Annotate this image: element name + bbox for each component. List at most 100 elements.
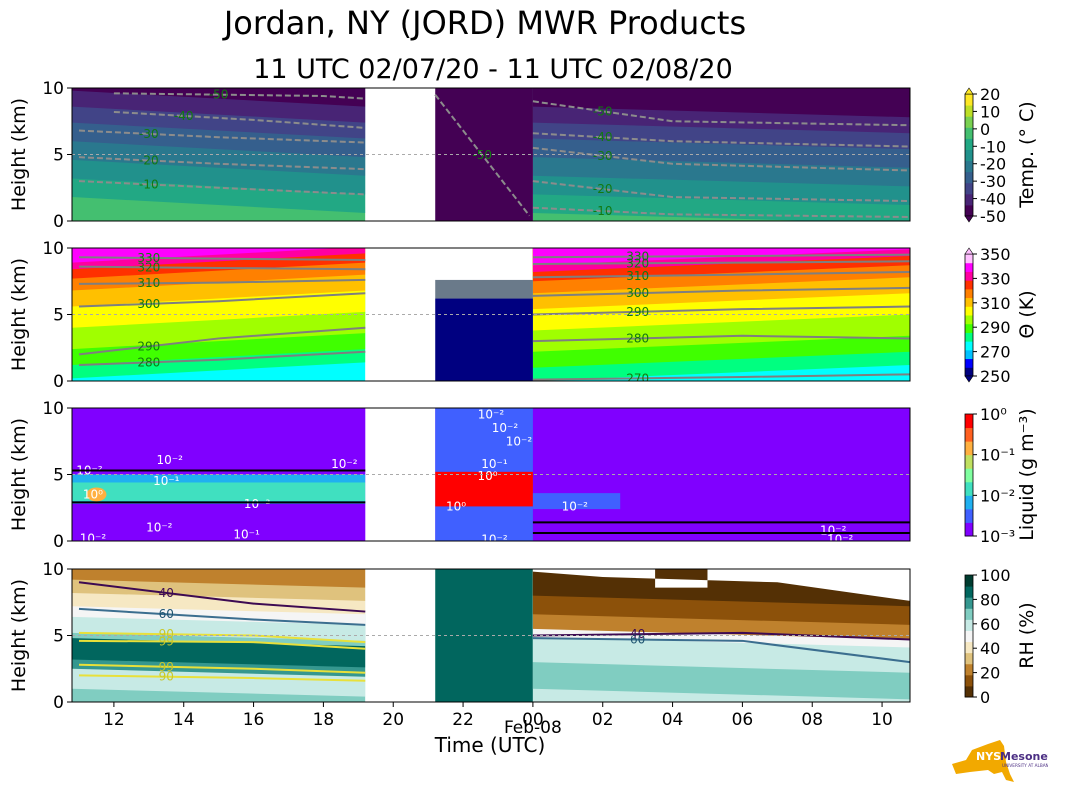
rh-dry-top — [532, 569, 910, 601]
colorbar-tick-label: 100 — [980, 566, 1011, 585]
contour-label: 10⁻² — [80, 531, 107, 545]
colorbar-swatch — [965, 414, 973, 429]
contour-label: 10⁻² — [157, 453, 184, 467]
colorbar-label: Θ (K) — [1016, 290, 1038, 338]
colorbar-swatch — [965, 575, 973, 587]
contour-label: -40 — [174, 109, 194, 123]
y-axis-label: Height (km) — [8, 258, 30, 371]
theta-band — [72, 248, 366, 263]
contour-label: 10⁻² — [146, 521, 173, 535]
data-gap — [365, 408, 436, 541]
y-tick-label: 10 — [42, 79, 64, 99]
temp-band — [532, 88, 910, 118]
colorbar-swatch — [965, 160, 973, 173]
colorbar-swatch — [965, 297, 973, 307]
colorbar-tick-label: 10⁻¹ — [980, 446, 1015, 465]
colorbar-extend — [964, 375, 974, 383]
colorbar-swatch — [965, 685, 973, 698]
contour-line — [78, 180, 366, 196]
contour-label: -50 — [593, 104, 613, 118]
colorbar-swatch — [965, 630, 973, 643]
colorbar-extend — [964, 87, 974, 95]
contour-label: 290 — [137, 339, 160, 353]
logo-nys-text: NYS — [976, 750, 1001, 763]
contour-label: 10⁻² — [331, 457, 358, 471]
colorbar-tick-label: -50 — [980, 207, 1006, 226]
contour-line — [532, 260, 910, 265]
contour-line — [78, 674, 366, 682]
colorbar-tick-label: 10⁰ — [980, 405, 1007, 424]
colorbar-frame — [964, 413, 974, 537]
colorbar-swatch — [965, 663, 973, 676]
temp-band — [72, 88, 366, 107]
logo-university-text: UNIVERSITY AT ALBANY — [1002, 763, 1048, 768]
y-axis-label: Height (km) — [8, 98, 30, 211]
page-subtitle: 11 UTC 02/07/20 - 11 UTC 02/08/20 — [253, 54, 733, 85]
colorbar-tick-label: 290 — [980, 318, 1011, 337]
colorbar-tick-label: 310 — [980, 294, 1011, 313]
colorbar-swatch — [965, 341, 973, 351]
colorbar-swatch — [965, 597, 973, 609]
y-tick-label: 5 — [53, 146, 64, 166]
x-tick-label: 00 — [522, 710, 544, 730]
x-tick-label: 14 — [173, 710, 195, 730]
date-label: Feb-08 — [504, 718, 562, 738]
colorbar-extend — [964, 215, 974, 223]
colorbar-extend — [964, 247, 974, 255]
contour-line — [532, 286, 910, 297]
colorbar-swatch — [965, 271, 973, 281]
colorbar-swatch — [965, 116, 973, 128]
contour-label: 320 — [137, 260, 160, 274]
contour-label: 300 — [137, 297, 160, 311]
contour-label: 10⁻¹ — [153, 474, 180, 488]
colorbar-swatch — [965, 105, 973, 117]
colorbar-label: RH (%) — [1016, 602, 1038, 668]
contour-label: -30 — [593, 149, 613, 163]
colorbar-tick-label: 350 — [980, 245, 1011, 264]
x-tick-label: 10 — [871, 710, 893, 730]
colorbar-tick-label: 270 — [980, 343, 1011, 362]
colorbar-tick-label: 60 — [980, 615, 1000, 634]
colorbar-swatch — [965, 619, 973, 631]
colorbar-swatch — [965, 94, 973, 106]
contour-line — [532, 132, 910, 148]
contour-label: 10⁰ — [477, 469, 497, 483]
colorbar-frame — [964, 574, 974, 698]
colorbar-tick-label: 10 — [980, 102, 1000, 121]
colorbar-swatch — [965, 182, 973, 195]
colorbar-tick-label: 330 — [980, 269, 1011, 288]
colorbar-tick-label: 10⁻² — [980, 486, 1015, 505]
contour-line — [78, 278, 366, 285]
contour-label: 10⁻² — [562, 499, 589, 513]
colorbar-tick-label: -40 — [980, 190, 1006, 209]
contour-line — [532, 631, 910, 641]
y-axis-label: Height (km) — [8, 579, 30, 692]
contour-label: -10 — [139, 177, 159, 191]
contour-label: 10⁻¹ — [481, 457, 508, 471]
x-tick-label: 20 — [382, 710, 404, 730]
contour-line — [532, 253, 910, 259]
y-tick-label: 10 — [42, 239, 64, 259]
colorbar-swatch — [965, 280, 973, 290]
colorbar-swatch — [965, 441, 973, 456]
contour-line — [78, 607, 366, 626]
colorbar-swatch — [965, 427, 973, 442]
x-tick-label: 22 — [452, 710, 474, 730]
colorbar-swatch — [965, 332, 973, 342]
data-gap — [365, 88, 436, 221]
contour-line — [532, 206, 910, 219]
contour-label: 99 — [159, 634, 174, 648]
contour-line — [113, 110, 366, 129]
contour-label: 10⁻² — [478, 408, 505, 422]
y-tick-label: 0 — [53, 532, 64, 552]
contour-label: 10⁻² — [492, 421, 519, 435]
contour-label: -20 — [139, 153, 159, 167]
x-axis-label: Time (UTC) — [434, 733, 546, 757]
x-tick-label: 08 — [801, 710, 823, 730]
colorbar-swatch — [965, 522, 973, 537]
contour-line — [78, 663, 366, 674]
data-gap — [365, 248, 436, 381]
contour-line — [532, 146, 910, 172]
colorbar-tick-label: 40 — [980, 639, 1000, 658]
contour-label: 280 — [626, 331, 649, 345]
